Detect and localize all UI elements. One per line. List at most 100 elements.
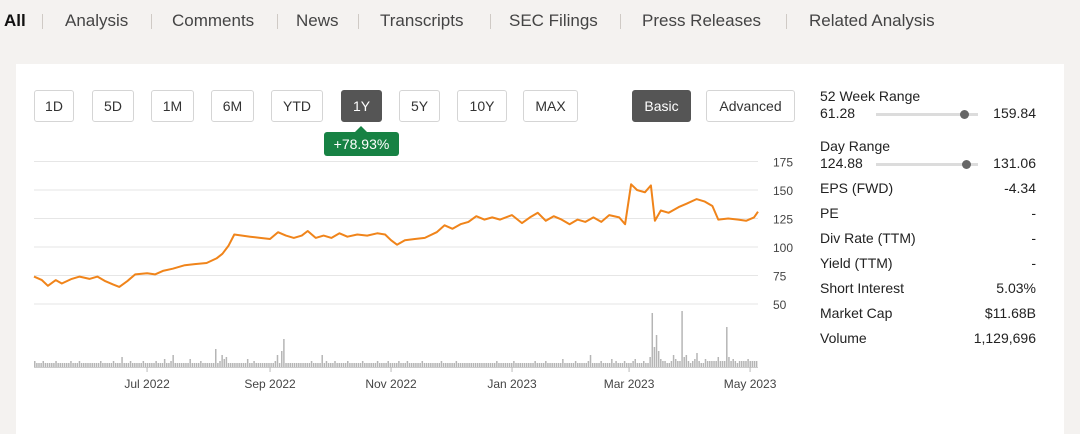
tab-comments[interactable]: Comments: [172, 11, 255, 30]
tab-all[interactable]: All: [4, 11, 26, 30]
volume-bar: [176, 363, 179, 367]
volume-bar: [611, 359, 613, 367]
volume-bar: [581, 363, 583, 367]
range-button-5d[interactable]: 5D: [92, 90, 134, 122]
volume-bar: [155, 361, 157, 367]
range-button-max[interactable]: MAX: [523, 90, 578, 122]
volume-bar: [562, 359, 564, 367]
advanced-mode-button[interactable]: Advanced: [706, 90, 795, 122]
volume-bar: [517, 363, 519, 367]
volume-bar: [755, 361, 758, 367]
tab-related-analysis[interactable]: Related Analysis: [809, 11, 935, 30]
volume-bar: [78, 361, 81, 367]
range-button-1m[interactable]: 1M: [151, 90, 194, 122]
price-chart[interactable]: 175 150 125 100 75 50 Jul 2022 Sep 2022 Nov 2022…: [0, 0, 1080, 424]
volume-bar: [510, 363, 513, 367]
volume-bar: [102, 363, 104, 367]
volume-bar: [598, 363, 600, 367]
volume-bar: [672, 355, 675, 367]
volume-bar: [270, 363, 272, 367]
volume-bar: [530, 363, 532, 367]
volume-bar: [61, 363, 64, 367]
volume-bar: [579, 363, 581, 367]
week52-range-row: 61.28 159.84: [820, 104, 1036, 122]
volume-bar: [304, 363, 306, 367]
volume-bar: [272, 363, 274, 367]
volume-bar: [636, 363, 639, 367]
volume-bar: [193, 363, 196, 367]
volume-bar: [417, 363, 419, 367]
volume-bar: [559, 363, 562, 367]
volume-bar: [289, 363, 292, 367]
volume-bar: [223, 359, 226, 367]
volume-bar: [523, 363, 526, 367]
volume-bar: [444, 363, 447, 367]
volume-bar: [500, 363, 502, 367]
x-tick-label: Nov 2022: [365, 377, 417, 391]
volume-bar: [74, 363, 76, 367]
tab-news[interactable]: News: [296, 11, 339, 30]
volume-bar: [479, 363, 481, 367]
volume-bar: [293, 363, 296, 367]
volume-bar: [378, 363, 381, 367]
range-button-1y[interactable]: 1Y: [341, 90, 382, 122]
volume-bar: [106, 363, 108, 367]
volume-bar: [532, 363, 534, 367]
volume-bar: [57, 363, 59, 367]
volume-bar: [391, 363, 394, 367]
stat-value: -: [1031, 205, 1036, 221]
basic-mode-button[interactable]: Basic: [632, 90, 691, 122]
volume-bar: [736, 363, 739, 367]
volume-bar: [144, 363, 147, 367]
range-button-10y[interactable]: 10Y: [457, 90, 507, 122]
range-button-ytd[interactable]: YTD: [271, 90, 323, 122]
range-button-6m[interactable]: 6M: [211, 90, 254, 122]
volume-bar: [545, 361, 547, 367]
volume-bar: [202, 363, 204, 367]
volume-bar: [557, 363, 560, 367]
volume-bar: [574, 361, 577, 367]
tab-transcripts[interactable]: Transcripts: [380, 11, 464, 30]
volume-bar: [542, 363, 545, 367]
volume-bar: [263, 363, 266, 367]
stats-panel: 52 Week Range 61.28 159.84 Day Range 124…: [820, 88, 1036, 351]
volume-bar: [142, 361, 145, 367]
tab-analysis[interactable]: Analysis: [65, 11, 129, 30]
volume-bar: [308, 363, 311, 367]
volume-bar: [577, 363, 579, 367]
volume-bar: [153, 363, 155, 367]
day-range-track: [876, 160, 978, 169]
volume-bar: [123, 363, 125, 367]
volume-bar: [166, 363, 168, 367]
change-badge-pointer: [355, 126, 367, 132]
week52-range-label: 52 Week Range: [820, 88, 921, 104]
tab-separator: [490, 14, 491, 29]
stat-label: Yield (TTM): [820, 255, 893, 271]
tab-separator: [151, 14, 152, 29]
volume-bar: [704, 359, 707, 367]
volume-bar: [753, 361, 756, 367]
volume-bar: [647, 363, 649, 367]
volume-bar: [621, 363, 624, 367]
tab-sec-filings[interactable]: SEC Filings: [509, 11, 598, 30]
volume-bar: [525, 363, 528, 367]
week52-range: 52 Week Range 61.28 159.84: [820, 88, 1036, 122]
volume-bar: [670, 361, 673, 367]
stat-label: Div Rate (TTM): [820, 230, 916, 246]
volume-bar: [310, 361, 313, 367]
volume-bar: [327, 363, 330, 367]
tab-press-releases[interactable]: Press Releases: [642, 11, 762, 30]
volume-bar: [619, 363, 622, 367]
day-high: 131.06: [993, 155, 1036, 171]
volume-bar: [85, 363, 87, 367]
volume-bar: [698, 361, 700, 367]
range-button-1d[interactable]: 1D: [34, 90, 74, 122]
volume-bar: [438, 363, 441, 367]
range-button-5y[interactable]: 5Y: [399, 90, 440, 122]
volume-bar: [711, 361, 713, 367]
stat-label: PE: [820, 205, 839, 221]
price-line: [33, 183, 759, 288]
volume-bar: [46, 363, 49, 367]
volume-bar: [340, 363, 343, 367]
volume-bar: [709, 361, 711, 367]
